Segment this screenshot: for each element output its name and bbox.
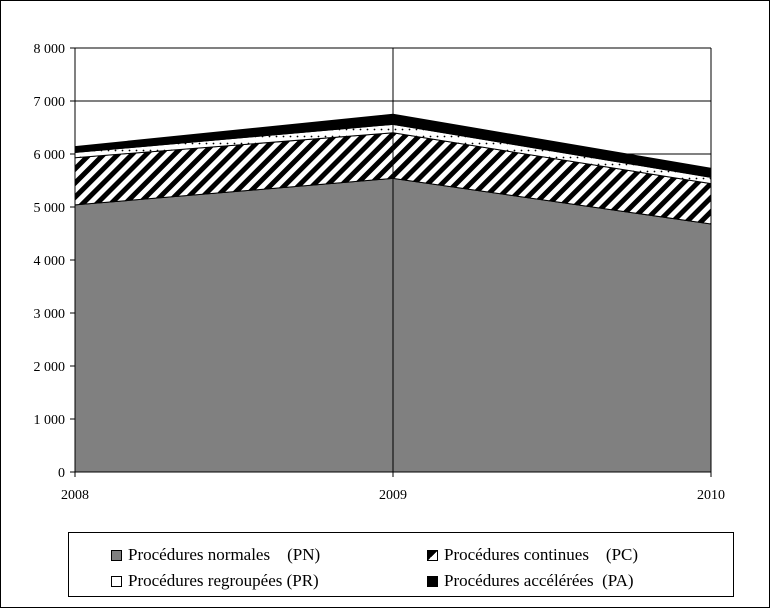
legend-label-pr: Procédures regroupées (PR) xyxy=(128,571,319,590)
y-tick-label: 0 xyxy=(58,466,65,481)
legend-label-pn: Procédures normales (PN) xyxy=(128,545,321,564)
y-tick-label: 5 000 xyxy=(34,201,66,216)
legend-swatch-pn xyxy=(111,549,122,561)
axes: 0 1 000 2 000 3 000 4 000 5 000 6 000 7 000 8 00… xyxy=(34,42,726,503)
legend-swatch-pc xyxy=(427,549,438,561)
legend: Procédures normales (PN) Procédures cont… xyxy=(68,532,734,597)
x-tick-label: 2009 xyxy=(379,488,407,503)
y-tick-label: 4 000 xyxy=(34,254,66,269)
x-tick-label: 2010 xyxy=(697,488,725,503)
legend-item-pn: Procédures normales (PN) xyxy=(111,545,320,565)
y-tick-label: 7 000 xyxy=(34,95,66,110)
y-tick-label: 8 000 xyxy=(34,42,66,57)
y-tick-label: 2 000 xyxy=(34,360,66,375)
y-tick-label: 3 000 xyxy=(34,307,66,322)
y-tick-label: 1 000 xyxy=(34,413,66,428)
legend-label-pa: Procédures accélérées (PA) xyxy=(444,571,634,590)
x-tick-label: 2008 xyxy=(61,488,89,503)
legend-item-pc: Procédures continues (PC) xyxy=(427,545,638,565)
legend-swatch-pa xyxy=(427,575,438,587)
legend-item-pa: Procédures accélérées (PA) xyxy=(427,571,634,591)
legend-label-pc: Procédures continues (PC) xyxy=(444,545,639,564)
legend-swatch-pr xyxy=(111,575,122,587)
y-tick-label: 6 000 xyxy=(34,148,66,163)
legend-item-pr: Procédures regroupées (PR) xyxy=(111,571,319,591)
